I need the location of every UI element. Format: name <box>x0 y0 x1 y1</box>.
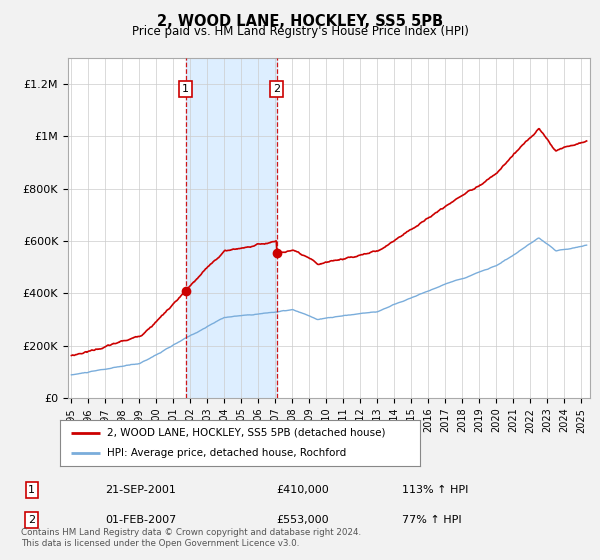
Text: 77% ↑ HPI: 77% ↑ HPI <box>402 515 461 525</box>
Text: 2, WOOD LANE, HOCKLEY, SS5 5PB (detached house): 2, WOOD LANE, HOCKLEY, SS5 5PB (detached… <box>107 428 385 438</box>
Text: 2: 2 <box>273 84 280 94</box>
Text: £410,000: £410,000 <box>276 485 329 495</box>
Text: 01-FEB-2007: 01-FEB-2007 <box>105 515 176 525</box>
Text: HPI: Average price, detached house, Rochford: HPI: Average price, detached house, Roch… <box>107 448 346 458</box>
Text: Price paid vs. HM Land Registry's House Price Index (HPI): Price paid vs. HM Land Registry's House … <box>131 25 469 38</box>
Text: Contains HM Land Registry data © Crown copyright and database right 2024.
This d: Contains HM Land Registry data © Crown c… <box>21 528 361 548</box>
Text: 21-SEP-2001: 21-SEP-2001 <box>105 485 176 495</box>
Bar <box>185 58 277 398</box>
Text: 2: 2 <box>28 515 35 525</box>
Text: £553,000: £553,000 <box>276 515 329 525</box>
Text: 1: 1 <box>28 485 35 495</box>
Text: 1: 1 <box>182 84 189 94</box>
Text: 2, WOOD LANE, HOCKLEY, SS5 5PB: 2, WOOD LANE, HOCKLEY, SS5 5PB <box>157 14 443 29</box>
Text: 113% ↑ HPI: 113% ↑ HPI <box>402 485 469 495</box>
